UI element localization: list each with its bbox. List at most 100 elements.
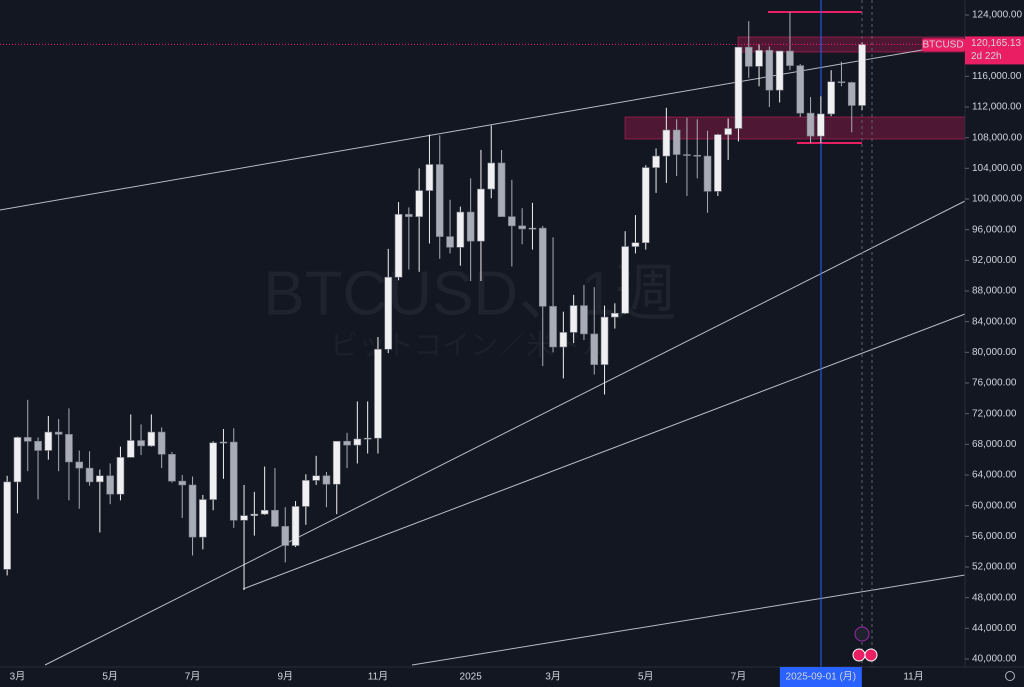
- candle-body: [755, 49, 763, 67]
- candle: [652, 148, 660, 193]
- candle-body: [34, 440, 42, 451]
- candle-body: [374, 348, 382, 439]
- y-tick-label: 100,000.00: [972, 194, 1022, 205]
- candle: [65, 408, 73, 501]
- candle: [477, 149, 485, 282]
- candle: [209, 441, 217, 511]
- candle: [157, 427, 166, 469]
- y-tick-label: 80,000.00: [972, 347, 1017, 358]
- candle: [456, 206, 465, 266]
- candle-body: [96, 475, 104, 483]
- candle: [786, 11, 794, 71]
- candle-body: [744, 46, 753, 67]
- symbol-tag: [922, 38, 965, 52]
- candle-body: [528, 227, 537, 230]
- candle: [229, 428, 238, 528]
- candle-body: [219, 441, 228, 444]
- settings-icon[interactable]: [1005, 671, 1015, 681]
- price-label: 120,165.13: [971, 38, 1021, 49]
- y-tick-label: 88,000.00: [972, 286, 1017, 297]
- candle-body: [322, 475, 331, 485]
- x-tick-label: 11月: [903, 671, 923, 683]
- symbol-label: BTCUSD: [922, 40, 963, 51]
- y-tick-label: 104,000.00: [972, 163, 1022, 174]
- candle-body: [817, 113, 825, 137]
- candle: [384, 248, 393, 354]
- trendline: [44, 200, 966, 666]
- x-tick-label: 11月: [368, 671, 388, 683]
- candle-body: [477, 188, 485, 242]
- candle: [96, 469, 104, 533]
- candle: [858, 42, 866, 111]
- price-tag: [965, 36, 1024, 65]
- candle-body: [260, 509, 269, 515]
- candle: [847, 81, 856, 133]
- candle-body: [549, 306, 557, 348]
- candle-body: [75, 461, 84, 469]
- candle-body: [734, 46, 743, 129]
- candle-body: [662, 129, 671, 157]
- candle: [332, 440, 341, 515]
- candle-body: [302, 480, 310, 507]
- candle-body: [157, 431, 166, 455]
- candle: [641, 165, 650, 250]
- candle-body: [425, 164, 434, 191]
- candle-body: [435, 164, 444, 237]
- candle-body: [693, 155, 702, 157]
- candle-body: [683, 154, 691, 156]
- candle: [662, 107, 671, 183]
- candle-body: [672, 129, 681, 155]
- candle-body: [116, 457, 125, 495]
- candle-body: [796, 65, 805, 114]
- event-icon[interactable]: [854, 626, 870, 642]
- candle: [271, 468, 279, 528]
- candle-body: [343, 440, 351, 446]
- candle-body: [106, 475, 114, 495]
- candle: [435, 135, 444, 259]
- candle: [3, 475, 11, 576]
- candle: [549, 237, 557, 353]
- candle-body: [312, 475, 320, 481]
- x-tick-label: 2025: [460, 672, 483, 683]
- candle: [683, 117, 691, 196]
- candle-body: [65, 434, 73, 463]
- candle-body: [497, 162, 506, 217]
- candle: [116, 446, 125, 501]
- candle: [85, 451, 94, 486]
- event-icon[interactable]: [864, 648, 878, 662]
- candle: [693, 119, 702, 179]
- candle-body: [590, 333, 599, 365]
- candle: [672, 119, 681, 177]
- candle: [312, 455, 320, 485]
- candle-body: [518, 225, 526, 230]
- candle-body: [126, 440, 135, 458]
- trendline: [0, 45, 946, 211]
- candle: [126, 414, 135, 458]
- candle: [806, 97, 815, 144]
- candle: [714, 133, 722, 196]
- candle: [817, 96, 825, 144]
- x-tick-label: 5月: [638, 671, 654, 683]
- candle: [611, 303, 619, 329]
- candle: [374, 337, 382, 454]
- candle: [291, 501, 300, 548]
- candle: [497, 149, 506, 217]
- candle: [54, 419, 63, 472]
- event-icon[interactable]: [852, 648, 866, 662]
- candle-body: [703, 155, 712, 192]
- candle-body: [569, 305, 578, 333]
- candle: [569, 294, 578, 344]
- candle: [600, 305, 609, 395]
- candle-body: [384, 276, 393, 350]
- candle: [775, 50, 784, 103]
- candle: [106, 463, 114, 505]
- candle: [219, 429, 228, 479]
- y-tick-label: 112,000.00: [972, 102, 1022, 113]
- candle-body: [538, 227, 547, 307]
- candle: [302, 474, 310, 525]
- candle-body: [466, 211, 475, 242]
- candle-body: [44, 431, 53, 451]
